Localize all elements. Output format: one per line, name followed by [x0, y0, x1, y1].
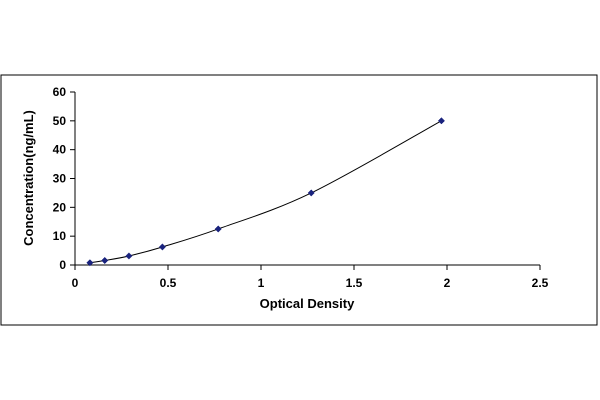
- x-ticks: 0 0.5 1 1.5 2 2.5: [72, 265, 549, 290]
- y-tick-label: 30: [53, 172, 67, 186]
- plot-area: 0 10 20 30 40 50 60 0 0.5 1 1.5 2 2.5: [53, 85, 549, 290]
- y-tick-label: 40: [53, 143, 67, 157]
- y-tick-label: 60: [53, 85, 67, 99]
- data-point-marker: [214, 225, 222, 233]
- x-tick-label: 2.5: [532, 276, 549, 290]
- y-tick-label: 0: [59, 258, 66, 272]
- x-tick-label: 1.5: [346, 276, 363, 290]
- y-tick-label: 50: [53, 114, 67, 128]
- x-tick-label: 0: [72, 276, 79, 290]
- data-point-marker: [307, 189, 315, 197]
- data-point-marker: [437, 117, 445, 125]
- x-axis-title: Optical Density: [260, 296, 355, 311]
- y-axis-title: Concentration(ng/mL): [21, 110, 36, 246]
- x-tick-label: 2: [444, 276, 451, 290]
- x-tick-label: 1: [258, 276, 265, 290]
- chart-border: [0, 74, 598, 326]
- data-point-marker: [101, 256, 109, 265]
- data-point-marker: [158, 243, 166, 251]
- data-point-marker: [86, 259, 94, 267]
- data-point-marker: [125, 252, 133, 260]
- y-tick-label: 10: [53, 229, 67, 243]
- y-ticks: 0 10 20 30 40 50 60: [53, 85, 75, 272]
- x-tick-label: 0.5: [160, 276, 177, 290]
- data-points: [86, 117, 445, 267]
- y-tick-label: 20: [53, 200, 67, 214]
